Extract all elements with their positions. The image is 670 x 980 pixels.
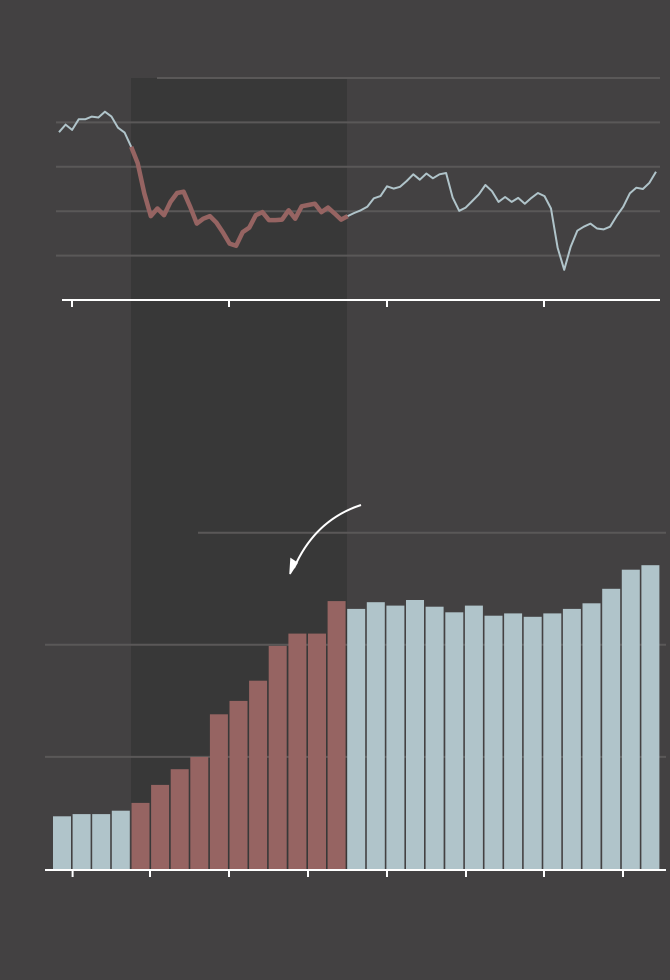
bar [562,608,581,869]
bar-highlight [131,802,150,869]
bar-highlight [268,645,287,869]
bar-highlight [209,714,228,869]
bar [543,613,562,869]
bar [386,605,405,869]
bar-highlight [249,680,268,869]
bar [347,608,366,869]
bar-highlight [288,633,307,869]
line-series-before [58,110,133,148]
bar-highlight [170,769,189,869]
bar [621,569,640,869]
bar-chart [45,531,666,877]
bar [406,600,424,869]
bar [484,615,503,869]
annotation-arrow-head-icon [289,557,299,575]
bar [602,588,621,870]
bar [641,565,660,869]
line-series-after [347,171,657,271]
bar [111,810,130,869]
bar [464,605,483,869]
bar-highlight [327,601,346,869]
bar [523,616,542,869]
bar [504,613,523,869]
bar [445,612,464,869]
bar [366,602,385,869]
line-chart [56,77,660,307]
bar [425,606,444,869]
bar [53,816,71,869]
bar-highlight [229,700,248,869]
line-series-highlight [129,145,349,249]
bar-highlight [190,756,209,869]
bar [92,814,111,869]
bar [72,814,91,869]
annotation-arrow [289,504,362,575]
annotation-arrow-curve [293,504,362,569]
bar-highlight [151,784,170,869]
bar [582,603,601,869]
bar-highlight [308,633,326,869]
